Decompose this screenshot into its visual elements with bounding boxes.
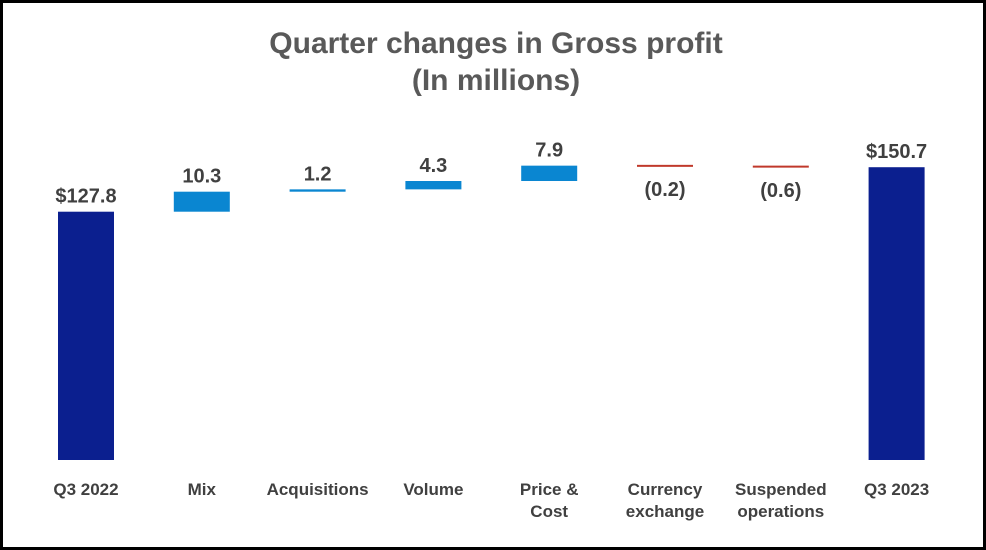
bar-7	[868, 167, 925, 460]
data-label-6: (0.6)	[760, 180, 801, 202]
category-label-4-line-1: Cost	[530, 502, 568, 521]
data-label-0: $127.8	[55, 186, 116, 208]
category-label-7: Q3 2023	[864, 480, 929, 499]
bar-5	[637, 164, 693, 167]
chart-title-line: Quarter changes in Gross profit	[269, 27, 723, 60]
data-label-4: 7.9	[535, 140, 563, 162]
chart-subtitle: (In millions)	[411, 64, 581, 97]
bar-1	[173, 191, 230, 212]
category-label-0: Q3 2022	[53, 480, 118, 499]
data-label-5: (0.2)	[644, 179, 685, 201]
data-label-3: 4.3	[419, 155, 447, 177]
category-label-4-line-0: Price &	[520, 480, 579, 499]
category-label-6-line-1: operations	[737, 502, 824, 521]
bar-0	[58, 211, 114, 460]
chart-title: Quarter changes in Gross profit (In mill…	[3, 25, 986, 99]
data-label-2: 1.2	[304, 163, 332, 185]
data-label-1: 10.3	[182, 166, 221, 188]
bar-2	[289, 189, 346, 192]
bar-6	[752, 165, 809, 168]
category-label-2: Acquisitions	[267, 480, 369, 499]
data-label-7: $150.7	[866, 141, 927, 163]
category-label-3: Volume	[403, 480, 463, 499]
category-label-5-line-1: exchange	[626, 502, 704, 521]
category-label-6-line-0: Suspended	[735, 480, 827, 499]
bar-4	[521, 165, 578, 182]
bar-3	[405, 181, 462, 190]
category-label-5-line-0: Currency	[628, 480, 703, 499]
category-label-1: Mix	[188, 480, 217, 499]
